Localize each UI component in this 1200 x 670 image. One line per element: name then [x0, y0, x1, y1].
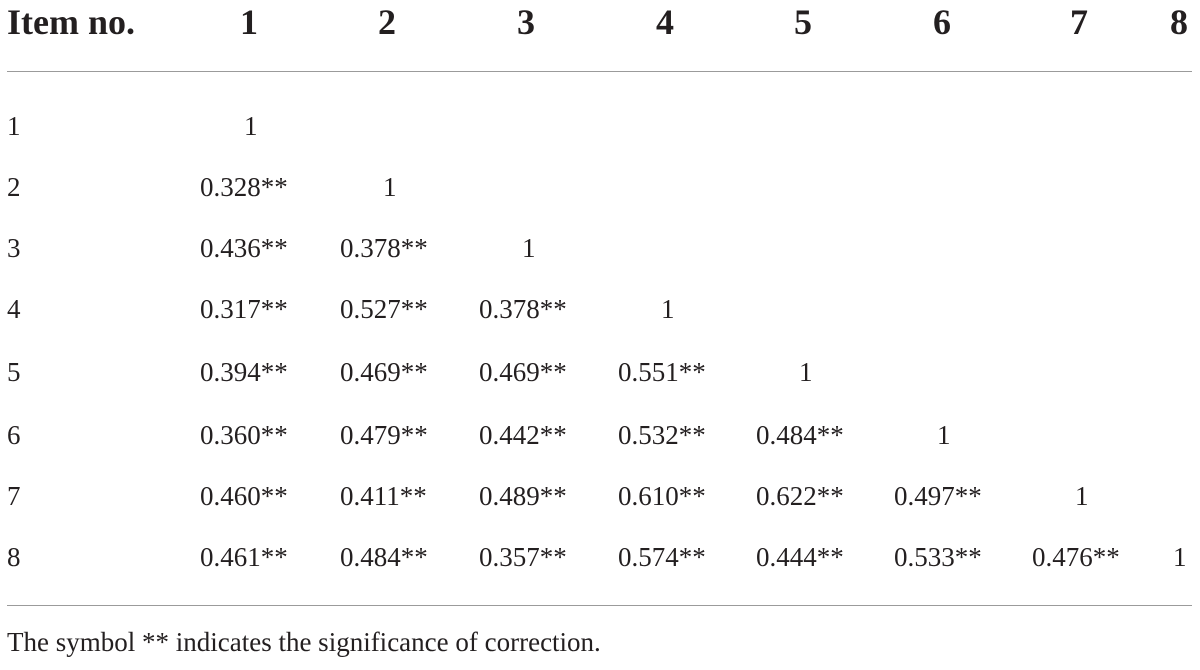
row-label: 1: [7, 111, 21, 141]
table-cell: 0.436**: [200, 233, 288, 263]
table-cell: 0.476**: [1032, 542, 1120, 572]
table-cell: 0.460**: [200, 481, 288, 511]
table-cell: 0.360**: [200, 420, 288, 450]
row-label: 7: [7, 481, 21, 511]
table-top-rule: [7, 71, 1192, 72]
table-row: 7 0.460** 0.411** 0.489** 0.610** 0.622** 0.49…: [0, 479, 1200, 519]
header-col-6: 6: [933, 2, 951, 42]
row-label: 6: [7, 420, 21, 450]
table-cell: 0.527**: [340, 294, 428, 324]
table-row: 6 0.360** 0.479** 0.442** 0.532** 0.484** 1: [0, 418, 1200, 458]
table-cell: 1: [661, 294, 675, 324]
table-cell: 1: [383, 172, 397, 202]
header-col-5: 5: [794, 2, 812, 42]
table-cell: 0.469**: [340, 357, 428, 387]
table-header-row: Item no. 1 2 3 4 5 6 7 8: [0, 0, 1200, 50]
table-cell: 0.444**: [756, 542, 844, 572]
header-col-7: 7: [1070, 2, 1088, 42]
table-cell: 0.533**: [894, 542, 982, 572]
table-footnote: The symbol ** indicates the significance…: [7, 627, 601, 657]
table-cell: 0.610**: [618, 481, 706, 511]
header-col-3: 3: [517, 2, 535, 42]
table-row: 2 0.328** 1: [0, 170, 1200, 210]
table-cell: 0.532**: [618, 420, 706, 450]
table-cell: 0.484**: [756, 420, 844, 450]
table-cell: 0.551**: [618, 357, 706, 387]
row-label: 2: [7, 172, 21, 202]
table-cell: 1: [522, 233, 536, 263]
table-cell: 0.479**: [340, 420, 428, 450]
table-cell: 0.484**: [340, 542, 428, 572]
header-col-4: 4: [656, 2, 674, 42]
table-cell: 0.357**: [479, 542, 567, 572]
row-label: 3: [7, 233, 21, 263]
row-label: 4: [7, 294, 21, 324]
table-bottom-rule: [7, 605, 1192, 606]
table-row: 8 0.461** 0.484** 0.357** 0.574** 0.444** 0.53…: [0, 540, 1200, 580]
header-col-8: 8: [1170, 2, 1188, 42]
table-cell: 0.489**: [479, 481, 567, 511]
table-cell: 0.328**: [200, 172, 288, 202]
row-label: 8: [7, 542, 21, 572]
table-cell: 0.378**: [479, 294, 567, 324]
table-row: 3 0.436** 0.378** 1: [0, 231, 1200, 271]
table-cell: 0.394**: [200, 357, 288, 387]
table-cell: 0.469**: [479, 357, 567, 387]
table-cell: 1: [799, 357, 813, 387]
table-cell: 0.317**: [200, 294, 288, 324]
table-cell: 0.411**: [340, 481, 427, 511]
table-row: 5 0.394** 0.469** 0.469** 0.551** 1: [0, 355, 1200, 395]
header-col-2: 2: [378, 2, 396, 42]
table-cell: 1: [244, 111, 258, 141]
table-cell: 0.461**: [200, 542, 288, 572]
table-row: 4 0.317** 0.527** 0.378** 1: [0, 292, 1200, 332]
table-cell: 1: [937, 420, 951, 450]
table-cell: 1: [1173, 542, 1187, 572]
table-cell: 0.497**: [894, 481, 982, 511]
header-col-1: 1: [240, 2, 258, 42]
table-cell: 1: [1075, 481, 1089, 511]
table-cell: 0.442**: [479, 420, 567, 450]
row-label: 5: [7, 357, 21, 387]
table-cell: 0.574**: [618, 542, 706, 572]
header-label: Item no.: [7, 2, 135, 42]
table-cell: 0.378**: [340, 233, 428, 263]
table-cell: 0.622**: [756, 481, 844, 511]
